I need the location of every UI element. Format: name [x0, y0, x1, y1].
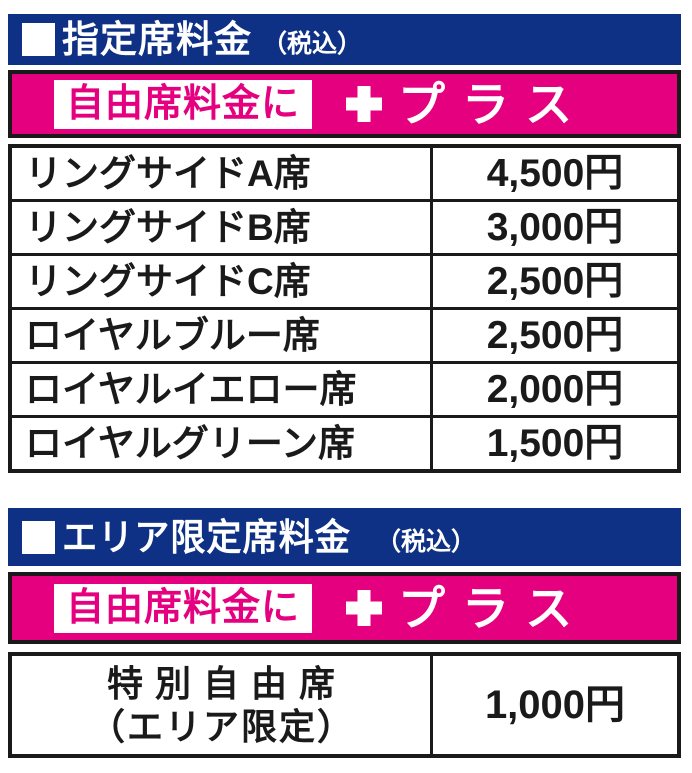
seat-name-line1: 特別自由席: [106, 662, 347, 704]
tax-included-note: （税込）: [262, 30, 363, 58]
area-limited-section: エリア限定席料金 （税込） 自由席料金に プラス 特別自由席 （エリア限定） 1…: [8, 508, 681, 758]
filled-square-icon: [22, 23, 55, 56]
reserved-seats-table: リングサイドA席 4,500円 リングサイドB席 3,000円 リングサイドC席…: [8, 144, 681, 473]
filled-square-icon: [22, 520, 55, 554]
seat-price: 4,500円: [486, 152, 624, 195]
seat-name-line2: （エリア限定）: [88, 706, 355, 747]
table-row: リングサイドC席 2,500円: [12, 253, 677, 307]
table-row: 特別自由席 （エリア限定） 1,000円: [12, 656, 677, 754]
tax-included-note: （税込）: [376, 527, 477, 556]
seat-price: 2,000円: [486, 368, 624, 411]
table-row: リングサイドB席 3,000円: [12, 199, 677, 253]
base-fare-label: 自由席料金に: [54, 583, 313, 633]
base-fare-label: 自由席料金に: [54, 79, 313, 129]
section-title-area-limited: エリア限定席料金: [62, 516, 351, 558]
area-limited-header: エリア限定席料金 （税込）: [8, 508, 681, 566]
reserved-seats-header: 指定席料金 （税込）: [8, 14, 681, 65]
area-limited-table: 特別自由席 （エリア限定） 1,000円: [8, 652, 681, 758]
section-title-reserved: 指定席料金: [62, 19, 252, 60]
plus-icon: [346, 86, 382, 122]
seat-price: 2,500円: [486, 260, 624, 303]
seat-name: リングサイドA席: [12, 148, 433, 199]
plus-label: プラス: [398, 77, 590, 131]
seat-name: ロイヤルイエロー席: [12, 364, 433, 415]
seat-name: リングサイドC席: [12, 256, 433, 307]
seat-price: 2,500円: [486, 314, 624, 357]
seat-price: 1,500円: [486, 422, 624, 465]
seat-name: 特別自由席 （エリア限定）: [12, 656, 433, 754]
plus-icon: [346, 590, 382, 626]
table-row: ロイヤルイエロー席 2,000円: [12, 361, 677, 415]
table-row: リングサイドA席 4,500円: [12, 148, 677, 199]
plus-banner-reserved: 自由席料金に プラス: [8, 70, 681, 138]
seat-name: ロイヤルグリーン席: [12, 418, 433, 469]
seat-price: 1,000円: [484, 683, 626, 727]
seat-name: リングサイドB席: [12, 202, 433, 253]
plus-label: プラス: [398, 581, 590, 635]
table-row: ロイヤルブルー席 2,500円: [12, 307, 677, 361]
plus-banner-area-limited: 自由席料金に プラス: [8, 572, 681, 644]
table-row: ロイヤルグリーン席 1,500円: [12, 415, 677, 469]
seat-name: ロイヤルブルー席: [12, 310, 433, 361]
seat-price: 3,000円: [486, 206, 624, 249]
